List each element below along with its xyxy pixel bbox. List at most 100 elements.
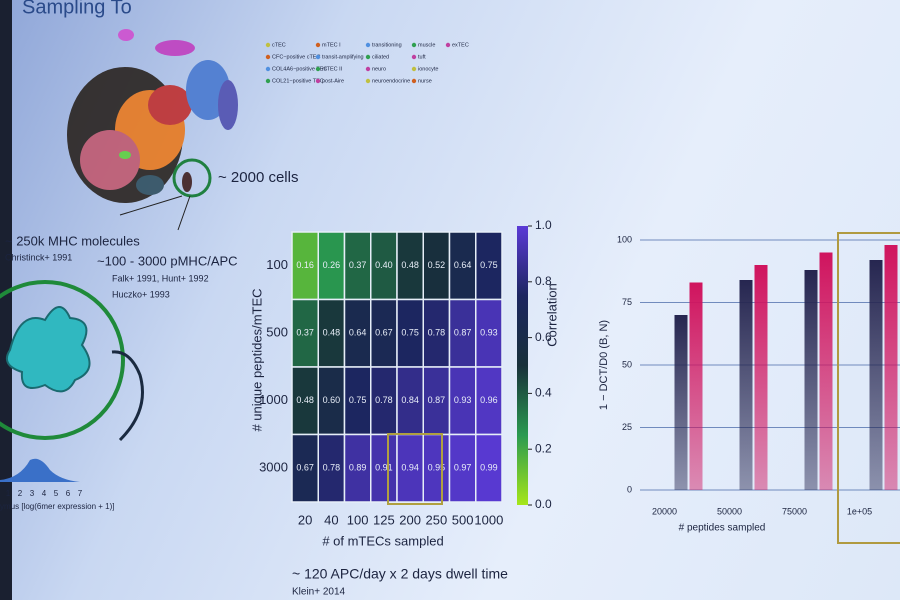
legend-entry: muscle (418, 42, 435, 48)
legend-entry: mTEC I (322, 42, 341, 48)
legend-entry: nurse (418, 78, 432, 84)
bar (819, 252, 833, 490)
pointer-line (177, 195, 191, 231)
y-tick-label: 3000 (259, 460, 288, 475)
cell-label: 0.16 (296, 260, 314, 270)
colorbar-label: Correlation (544, 283, 559, 347)
cell-label: 0.60 (323, 395, 341, 405)
cell-label: 0.37 (296, 328, 314, 338)
annotation: ~100 - 3000 pMHC/APC (97, 253, 238, 268)
y-tick-label: 1000 (259, 392, 288, 407)
annotation: Klein+ 2014 (292, 587, 346, 598)
pointer-line (119, 195, 183, 216)
cell-label: 0.93 (454, 395, 472, 405)
legend-dot (411, 54, 417, 60)
cell-label: 0.78 (428, 328, 446, 338)
screen-edge (0, 0, 12, 600)
annotation: ~ 2000 cells (218, 169, 298, 186)
legend-dot (365, 78, 371, 84)
heatmap-cell (475, 231, 503, 301)
annotation: ~ 250k MHC molecules (5, 233, 140, 248)
cell-label: 0.48 (401, 260, 419, 270)
bar (739, 280, 753, 490)
colorbar-tick-label: 0.8 (535, 274, 552, 288)
highlight-circle (172, 158, 212, 198)
heatmap: 0.16 0.26 0.37 0.40 0.48 0.52 0.64 0.75 0.37 0.48… (249, 218, 559, 548)
x-tick-label: 20 (298, 512, 312, 527)
legend-dot (365, 66, 371, 72)
histogram-tick: 4 (42, 489, 47, 498)
cell-label: 0.37 (349, 260, 367, 270)
bar (869, 260, 883, 490)
x-axis-label: # of mTECs sampled (322, 533, 443, 548)
bar (804, 270, 818, 490)
x-tick-label: 50000 (717, 506, 742, 516)
umap (67, 29, 238, 203)
cell-circle (0, 280, 125, 440)
cell-label: 0.64 (454, 260, 472, 270)
legend-entry: neuroendocrine (372, 78, 410, 84)
cell-label: 0.87 (428, 395, 446, 405)
bar (674, 315, 688, 490)
heatmap-cell (475, 366, 503, 436)
cell-label: 0.75 (480, 260, 498, 270)
colorbar (517, 226, 528, 505)
bar (689, 282, 703, 490)
legend-entry: cTEC (272, 42, 286, 48)
y-axis-label: # unique peptides/mTEC (249, 288, 264, 431)
heatmap-cell (317, 231, 346, 301)
y-tick-label: 50 (622, 359, 632, 369)
x-tick-label: 75000 (782, 506, 807, 516)
cell-label: 0.99 (480, 463, 498, 473)
cell-label: 0.84 (401, 395, 419, 405)
legend-dot (365, 54, 371, 60)
cell-label: 0.78 (323, 463, 341, 473)
y-tick-label: 25 (622, 422, 632, 432)
histogram-tick: 2 (18, 489, 23, 498)
legend-entry: transit-amplifying (322, 54, 364, 60)
legend-dot (315, 66, 321, 72)
highlight-box (837, 232, 900, 544)
y-tick-label: 100 (617, 234, 632, 244)
legend-dot (411, 66, 417, 72)
cell-label: 0.96 (480, 395, 498, 405)
x-tick-label: 20000 (652, 506, 677, 516)
heatmap-cell (370, 231, 398, 301)
cell-label: 0.78 (375, 395, 393, 405)
x-tick-label: 40 (324, 512, 338, 527)
legend-dot (411, 42, 417, 48)
cell-label: 0.89 (349, 463, 367, 473)
heatmap-cell (422, 298, 451, 368)
cell-label: 0.48 (296, 395, 314, 405)
bar (884, 245, 898, 490)
cell-label: 0.48 (323, 328, 341, 338)
heatmap-cell (396, 366, 424, 436)
legend-entry: ionocyte (418, 66, 439, 72)
cell-label: 0.94 (401, 463, 419, 473)
heatmap-cell (475, 433, 503, 503)
cell-label: 0.67 (296, 463, 314, 473)
histogram (0, 458, 80, 482)
heatmap-cell (422, 231, 451, 301)
histogram-tick: 3 (30, 489, 35, 498)
x-axis-label: # peptides sampled (679, 523, 766, 534)
cell-label: 0.52 (428, 260, 446, 270)
cell-label: 0.87 (454, 328, 472, 338)
x-tick-label: 1000 (474, 512, 503, 527)
legend-dot (365, 42, 371, 48)
legend-entry: neuro (372, 66, 386, 72)
x-tick-label: 100 (347, 512, 369, 527)
legend-entry: COL4A6−positive TEC (272, 66, 327, 72)
legend-entry: tuft (418, 54, 426, 60)
highlight-box (387, 433, 443, 505)
histogram-tick: 5 (54, 489, 59, 498)
heatmap-cell (448, 298, 477, 368)
legend-dot (445, 42, 451, 48)
legend-dot (265, 54, 271, 60)
cell-label: 0.67 (375, 328, 393, 338)
cell-label: 0.40 (375, 260, 393, 270)
heatmap-cell (317, 366, 346, 436)
bar (754, 265, 768, 490)
cell-label: 0.75 (401, 328, 419, 338)
